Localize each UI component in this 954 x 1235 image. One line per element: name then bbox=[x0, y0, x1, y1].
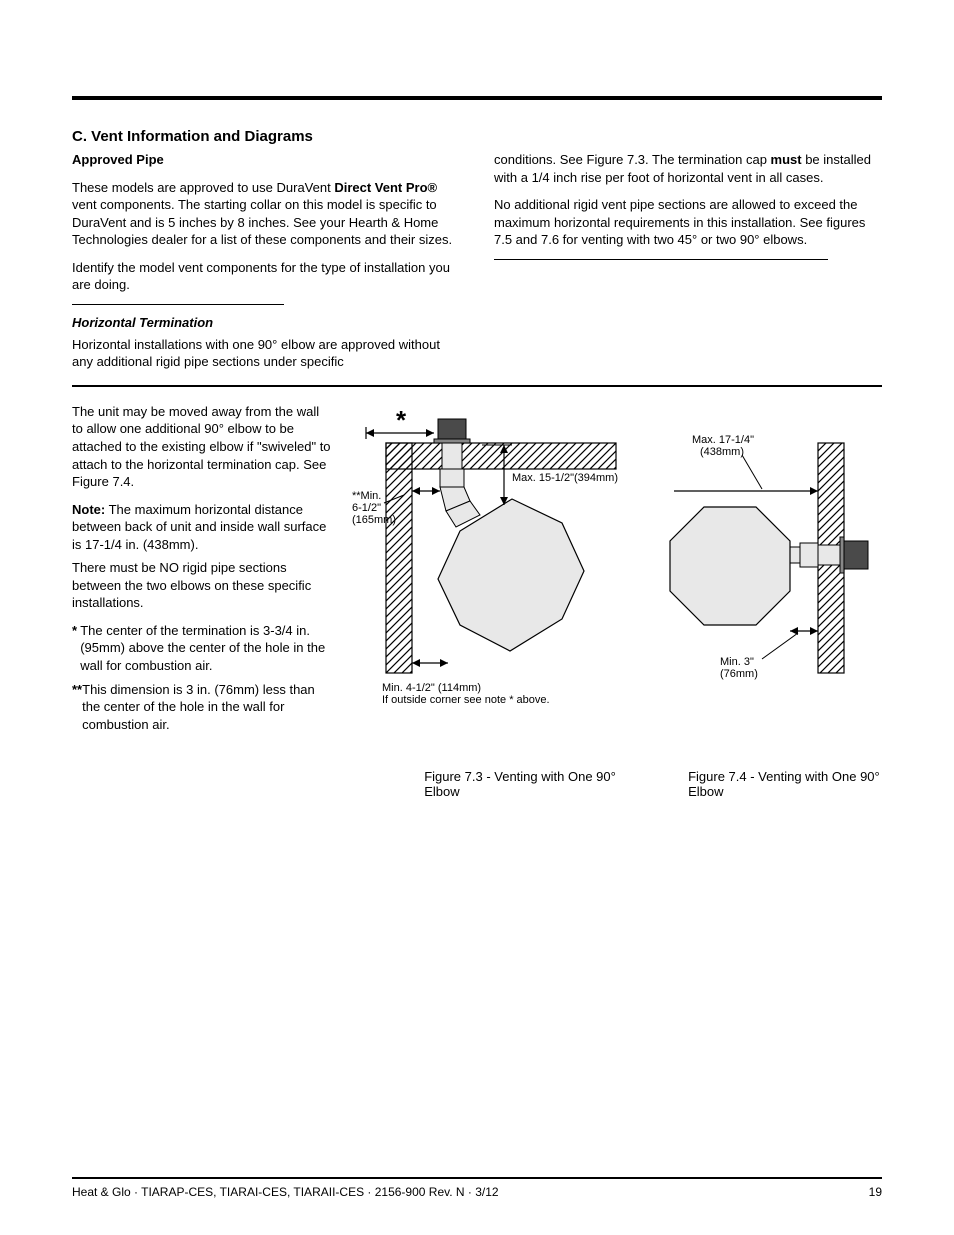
section-title: C. Vent Information and Diagrams bbox=[72, 128, 882, 145]
asterisk-note-1: * The center of the termination is 3-3/4… bbox=[72, 622, 332, 675]
horizontal-term-subhead: Horizontal Termination bbox=[72, 315, 460, 330]
right-para-2: No additional rigid vent pipe sections a… bbox=[494, 196, 882, 249]
fig-a-bottom-1: Min. 4-1/2" (114mm) bbox=[382, 682, 481, 694]
asterisk-note-2: ** This dimension is 3 in. (76mm) less t… bbox=[72, 681, 332, 734]
approved-pipe-heading: Approved Pipe bbox=[72, 151, 460, 169]
asterisk-mark: * bbox=[72, 622, 80, 675]
footer-left: Heat & Glo · TIARAP-CES, TIARAI-CES, TIA… bbox=[72, 1185, 499, 1199]
page-footer: Heat & Glo · TIARAP-CES, TIARAI-CES, TIA… bbox=[72, 1177, 882, 1199]
right-para-1: conditions. See Figure 7.3. The terminat… bbox=[494, 151, 882, 186]
fig-a-max-label: Max. 15-1/2"(394mm) bbox=[512, 472, 618, 484]
caption-spacer bbox=[72, 753, 324, 799]
horizontal-term-para: Horizontal installations with one 90° el… bbox=[72, 336, 460, 371]
fig-a-min-left-3: (165mm) bbox=[352, 514, 396, 526]
fig-b-caption: Figure 7.4 - Venting with One 90° Elbow bbox=[688, 769, 882, 799]
right-column: conditions. See Figure 7.3. The terminat… bbox=[494, 151, 882, 371]
asterisk-text: The center of the termination is 3-3/4 i… bbox=[80, 622, 332, 675]
figure-7-4: Max. 17-1/4" (438mm) Min. 3" (76mm) bbox=[642, 403, 882, 743]
footer-rule bbox=[72, 1177, 882, 1179]
fig-b-top-2: (438mm) bbox=[700, 446, 744, 458]
fig-b-bot-2: (76mm) bbox=[720, 668, 758, 680]
figure-b-svg: Max. 17-1/4" (438mm) Min. 3" (76mm) bbox=[642, 403, 882, 743]
fig-a-caption: Figure 7.3 - Venting with One 90° Elbow bbox=[424, 769, 618, 799]
text-run: conditions. See Figure 7.3. The terminat… bbox=[494, 152, 771, 167]
text-run: vent components. The starting collar on … bbox=[72, 197, 452, 247]
fig-b-top-1: Max. 17-1/4" bbox=[692, 434, 754, 446]
left-column: Approved Pipe These models are approved … bbox=[72, 151, 460, 371]
diag-note-2b: There must be NO rigid pipe sections bet… bbox=[72, 559, 332, 612]
figure-a-svg: * Max. 15-1/2"(394mm) **Min. 6-1/2" bbox=[352, 403, 622, 743]
diagram-notes: The unit may be moved away from the wall… bbox=[72, 403, 332, 743]
diag-note-1: The unit may be moved away from the wall… bbox=[72, 403, 332, 491]
text-run: These models are approved to use DuraVen… bbox=[72, 180, 334, 195]
underline-left bbox=[72, 304, 284, 305]
diagram-row: The unit may be moved away from the wall… bbox=[72, 403, 882, 743]
footer-row: Heat & Glo · TIARAP-CES, TIARAI-CES, TIA… bbox=[72, 1185, 882, 1199]
fig-a-min-left-1: **Min. bbox=[352, 490, 381, 502]
figure-captions-row: Figure 7.3 - Venting with One 90° Elbow … bbox=[72, 753, 882, 799]
footer-page-number: 19 bbox=[869, 1185, 882, 1199]
approved-pipe-para-2: Identify the model vent components for t… bbox=[72, 259, 460, 294]
approved-pipe-para-1: These models are approved to use DuraVen… bbox=[72, 179, 460, 249]
asterisk-mark: ** bbox=[72, 681, 82, 734]
figure-7-3: * Max. 15-1/2"(394mm) **Min. 6-1/2" bbox=[352, 403, 622, 743]
fig-b-bot-1: Min. 3" bbox=[720, 656, 754, 668]
mid-rule bbox=[72, 385, 882, 387]
note-text-a: The maximum horizontal distance between … bbox=[72, 502, 326, 552]
fig-a-bottom-2: If outside corner see note * above. bbox=[382, 694, 550, 706]
text-run-bold: must bbox=[771, 152, 802, 167]
text-run-bold: Direct Vent Pro® bbox=[334, 180, 437, 195]
top-rule bbox=[72, 96, 882, 100]
fig-a-star-label: * bbox=[396, 405, 407, 435]
two-column-layout: Approved Pipe These models are approved … bbox=[72, 151, 882, 371]
diag-note-block: Note: The maximum horizontal distance be… bbox=[72, 501, 332, 554]
fig-a-min-left-2: 6-1/2" bbox=[352, 502, 381, 514]
note-lead: Note: bbox=[72, 502, 105, 517]
asterisk-text: This dimension is 3 in. (76mm) less than… bbox=[82, 681, 332, 734]
underline-right bbox=[494, 259, 828, 260]
